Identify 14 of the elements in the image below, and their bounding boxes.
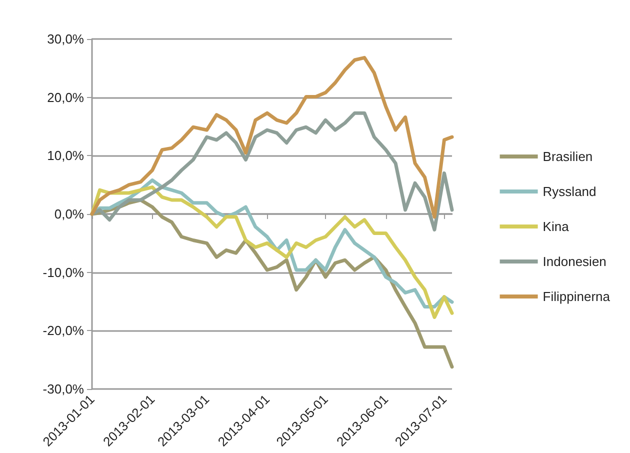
y-tick-label: -30,0% xyxy=(42,382,84,396)
legend-label: Indonesien xyxy=(542,254,606,269)
y-tick-label: -20,0% xyxy=(42,323,84,338)
y-tick-label: 0,0% xyxy=(54,206,84,222)
y-tick-label: 30,0% xyxy=(47,32,84,46)
y-tick-label: 20,0% xyxy=(47,90,84,105)
legend-label: Filippinerna xyxy=(542,289,611,304)
legend-label: Brasilien xyxy=(542,149,593,164)
legend-label: Ryssland xyxy=(542,184,596,199)
y-tick-label: 10,0% xyxy=(47,148,84,164)
line-series xyxy=(90,56,454,219)
line-series xyxy=(90,111,454,232)
y-tick-label: -10,0% xyxy=(42,264,84,280)
legend-label: Kina xyxy=(542,219,570,234)
